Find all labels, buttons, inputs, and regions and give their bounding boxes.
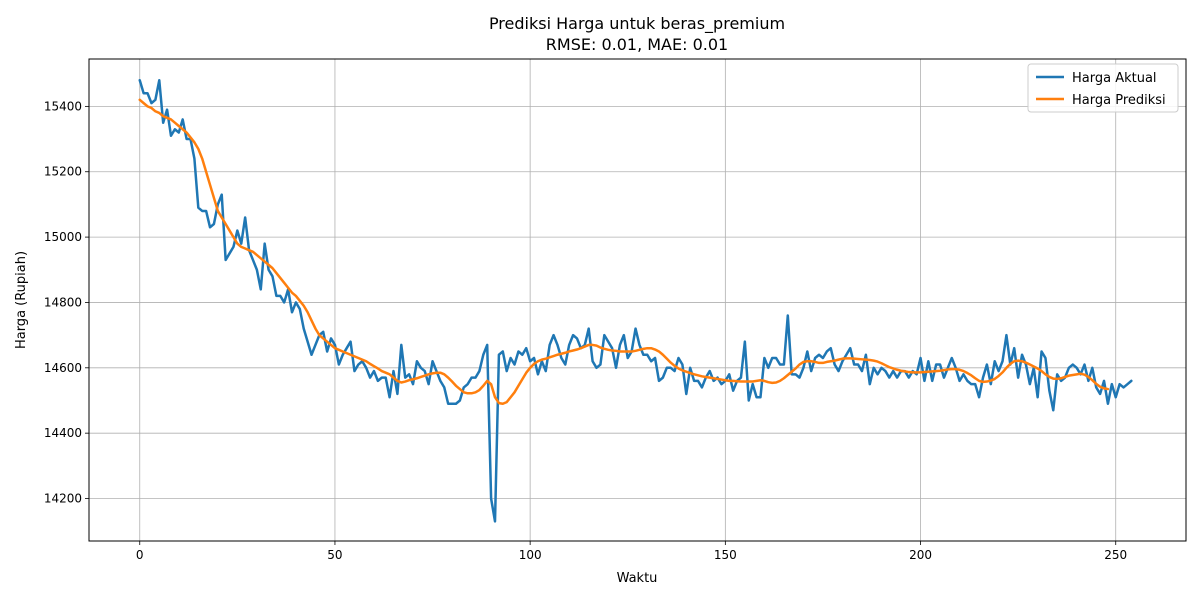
legend-label-harga-prediksi: Harga Prediksi [1072,93,1166,108]
x-tick-label: 250 [1104,548,1127,562]
chart-title: Prediksi Harga untuk beras_premium [489,14,785,34]
x-tick-label: 200 [909,548,932,562]
axis-ticks: 0 50 100 150 200 250 14200 14400 14600 14800 15000… [44,99,1127,562]
y-tick-label: 14400 [44,426,82,440]
legend: Harga Aktual Harga Prediksi [1027,63,1179,113]
x-tick-label: 100 [519,548,542,562]
plot-area [138,78,1133,523]
y-tick-label: 14600 [44,361,82,375]
series-line-harga-aktual [138,78,1133,523]
legend-label-harga-aktual: Harga Aktual [1072,71,1157,86]
y-tick-label: 15400 [44,99,82,113]
y-tick-label: 14800 [44,295,82,309]
y-tick-label: 15200 [44,165,82,179]
chart-subtitle: RMSE: 0.01, MAE: 0.01 [546,35,728,54]
x-tick-label: 50 [327,548,342,562]
y-tick-label: 14200 [44,492,82,506]
x-axis-label: Waktu [617,571,658,586]
plot-frame [88,58,1187,542]
y-tick-label: 15000 [44,230,82,244]
x-tick-label: 150 [714,548,737,562]
y-axis-label: Harga (Rupiah) [14,251,29,349]
grid-lines [89,59,1186,541]
x-tick-label: 0 [136,548,144,562]
series-line-harga-prediksi [138,98,1110,405]
series-layer [138,78,1133,523]
legend-box [1027,63,1179,113]
